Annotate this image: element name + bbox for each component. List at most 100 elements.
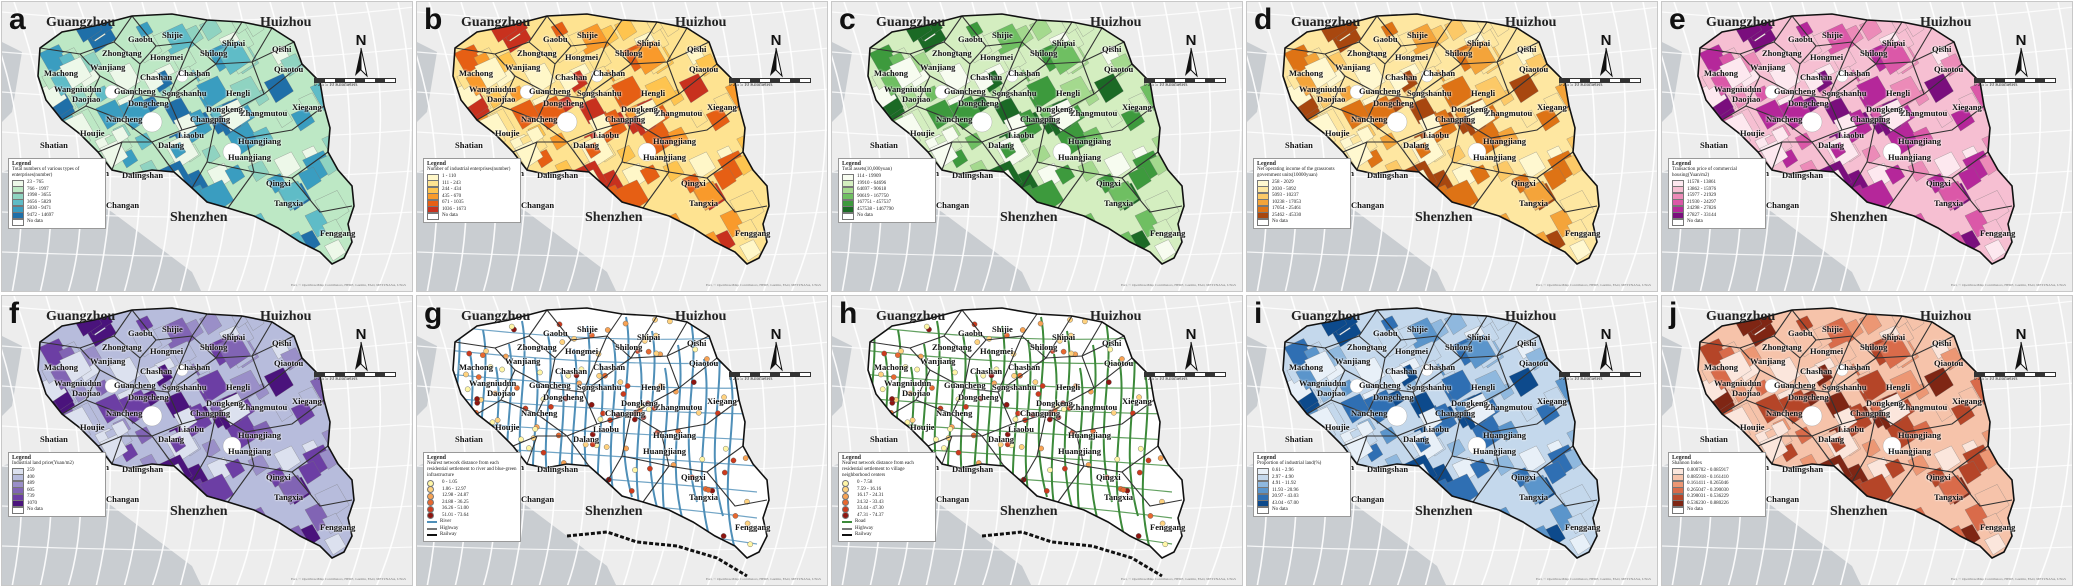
basemap-road [1247, 251, 1657, 257]
district-boundary [582, 93, 680, 131]
town-label: Fenggang [1565, 522, 1601, 532]
town-label: Shatian [455, 434, 483, 444]
choropleth-cell [1933, 151, 1961, 179]
town-label: Dongcheng [958, 98, 999, 108]
choropleth-cell [1884, 164, 1906, 185]
town-label: Nancheng [1351, 114, 1388, 124]
town-label: Dalingshan [122, 464, 164, 474]
legend-swatch [427, 521, 437, 524]
north-arrow-icon [1185, 341, 1198, 372]
town-label: Huangjiang [1473, 446, 1516, 456]
map-legend: Legend Shannon Index 0.000702 - 0.085917 0.… [1668, 452, 1766, 517]
district-boundary [927, 141, 953, 153]
legend-swatch [12, 218, 24, 226]
choropleth-cell [901, 90, 920, 109]
settlement-point [578, 366, 585, 373]
town-label: Guancheng [529, 380, 571, 390]
district-boundary [1490, 431, 1574, 473]
town-label: Fenggang [1150, 522, 1186, 532]
town-label: Changping [1435, 114, 1476, 124]
town-label: Shilong [615, 48, 643, 58]
choropleth-cell [1559, 190, 1595, 226]
no-data-area [141, 111, 163, 133]
city-label-shenzhen: Shenzhen [170, 504, 228, 519]
district-boundary [514, 41, 556, 95]
town-label: Shipai [1882, 38, 1906, 48]
town-label: Zhangmutou [1485, 402, 1533, 412]
choropleth-cell [1354, 356, 1386, 389]
town-label: Hongmei [1810, 346, 1844, 356]
town-label: Qishi [687, 338, 707, 348]
town-label: Liaobu [1008, 130, 1034, 140]
town-label: Huangjiang [643, 446, 686, 456]
legend-item-label: 1036 - 1673 [442, 206, 467, 212]
settlement-point [480, 352, 486, 358]
legend-title: Legend [12, 455, 32, 461]
town-label: Dalingshan [537, 464, 579, 474]
town-label: Qishi [1102, 44, 1122, 54]
town-label: Machong [44, 362, 78, 372]
north-arrow-label: N [1185, 326, 1197, 343]
choropleth-cell [1833, 407, 1858, 432]
town-label: Daojiao [902, 388, 931, 398]
scale-bar-graphic [314, 78, 396, 83]
legend-item-label: 766 - 1997 [27, 186, 49, 192]
study-area-outline [867, 307, 1185, 559]
town-label: Chashan [593, 68, 626, 78]
settlement-point [705, 487, 712, 493]
town-label: Liaobu [593, 424, 619, 434]
choropleth-cell [252, 420, 274, 442]
town-label: Xiegang [1537, 396, 1567, 406]
town-label: Qishi [1932, 338, 1952, 348]
town-label: Machong [1289, 68, 1323, 78]
district-boundary [1451, 455, 1500, 467]
city-label-guangzhou: Guangzhou [461, 309, 531, 324]
settlement-point [466, 350, 472, 357]
town-label: Hengli [226, 88, 251, 98]
panel-letter: g [424, 297, 443, 330]
legend-item: No data [1672, 218, 1762, 226]
choropleth-cell [1387, 71, 1409, 93]
town-label: Liaobu [1423, 130, 1449, 140]
legend-item: River [427, 519, 517, 526]
district-boundary [1771, 435, 1835, 467]
district-boundary [1412, 93, 1510, 131]
north-arrow-icon [355, 47, 368, 78]
legend-title: Legend [1257, 161, 1277, 167]
settlement-point [537, 369, 543, 376]
choropleth-cell [514, 139, 544, 169]
town-label: Chashan [178, 68, 211, 78]
town-label: Shipai [1052, 332, 1076, 342]
town-label: Dalingshan [1782, 170, 1824, 180]
town-label: Qiaotou [274, 64, 304, 74]
legend-item-label: No data [442, 213, 458, 219]
town-label: Hengli [641, 382, 666, 392]
basemap-credit: Esri, © OpenStreetMap Contributors, HERE… [706, 283, 821, 287]
scale-bar-graphic [1974, 372, 2056, 377]
water-body [1662, 336, 1862, 585]
town-label: Dongkeng [206, 398, 243, 408]
settlement-point [933, 436, 939, 443]
town-label: Chashan [178, 362, 211, 372]
choropleth-cell [1802, 365, 1824, 387]
settlement-point [573, 372, 580, 379]
scale-bar-label: 0 2.5 5 10 Kilometers [729, 377, 773, 382]
legend-item-label: 11578 - 13861 [1687, 180, 1716, 186]
district-boundary [1951, 177, 2013, 213]
choropleth-cell [59, 56, 92, 90]
town-label: Dalingshan [122, 170, 164, 180]
choropleth-cell [111, 126, 130, 144]
north-arrow: N [761, 32, 791, 78]
town-label: Tangxia [1104, 198, 1133, 208]
town-label: Zhangmutou [1070, 108, 1118, 118]
legend-item-label: 36.26 - 51.00 [442, 506, 469, 512]
choropleth-cell [729, 190, 765, 226]
legend-item-label: River [440, 519, 452, 525]
legend-item-label: 51.01 - 73.64 [442, 512, 469, 518]
no-data-area [1467, 142, 1487, 162]
no-data-area [1882, 142, 1902, 162]
scale-bar: 0 2.5 5 10 Kilometers [1974, 372, 2066, 386]
choropleth-cell [1414, 142, 1432, 159]
legend-item-label: No data [1272, 507, 1288, 513]
choropleth-cell [1441, 369, 1474, 403]
